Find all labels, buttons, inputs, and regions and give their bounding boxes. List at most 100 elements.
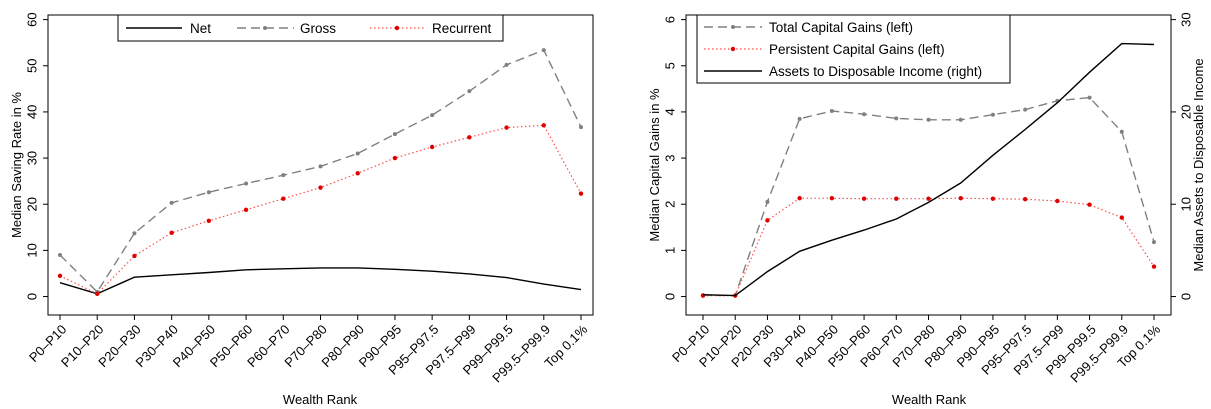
- right-series-point-0: [958, 117, 963, 122]
- right-ytick-label: 3: [663, 154, 678, 161]
- left-series-point-2: [392, 155, 398, 161]
- legend-persistent-gains-label: Persistent Capital Gains (left): [769, 42, 945, 57]
- left-series-point-1: [430, 113, 435, 118]
- right-series-point-1: [1055, 198, 1060, 204]
- left-chart-panel: 0 10 20 30 40 50 60 P0–P10P10–P20P20–P30P30–P4…: [9, 12, 594, 407]
- left-series-line-0: [59, 267, 582, 295]
- left-y-axis-label: Median Saving Rate in %: [9, 92, 24, 238]
- left-series-point-2: [95, 291, 100, 296]
- right-ytick-label: 0: [663, 293, 678, 300]
- right-series-point-0: [765, 199, 770, 204]
- right-series-point-0: [829, 109, 834, 113]
- left-series-point-2: [467, 135, 472, 140]
- left-ytick-label: 20: [25, 197, 40, 211]
- right-ytick-label: 4: [663, 108, 678, 115]
- legend-recurrent-marker: [394, 25, 400, 31]
- left-x-ticks: P0–P10P10–P20P20–P30P30–P40P40–P50P50–P6…: [26, 315, 591, 385]
- left-legend-box: [117, 14, 504, 42]
- left-ytick-label: 0: [25, 293, 40, 300]
- right-ytick-label: 6: [663, 16, 678, 23]
- right-x-axis-label: Wealth Rank: [892, 392, 967, 407]
- right-series-point-1: [829, 196, 835, 201]
- left-series-point-1: [318, 164, 323, 169]
- right-series-line-1: [703, 197, 1155, 297]
- right-y2tick-label: 0: [1179, 293, 1194, 300]
- right-series-point-1: [926, 196, 931, 201]
- left-series-point-1: [355, 151, 360, 156]
- left-x-axis-label: Wealth Rank: [283, 392, 358, 407]
- right-series-point-0: [1087, 95, 1092, 100]
- left-series-group: [57, 48, 584, 296]
- left-series-point-2: [206, 218, 212, 224]
- left-series-point-1: [281, 173, 286, 178]
- left-series-point-1: [244, 181, 249, 186]
- right-series-point-1: [958, 196, 963, 201]
- left-ytick-label: 60: [25, 12, 40, 26]
- left-series-point-1: [206, 190, 211, 195]
- right-right-y-ticks: 0 10 20 30: [1171, 12, 1194, 300]
- left-series-line-1: [59, 49, 582, 294]
- left-ytick-label: 30: [25, 151, 40, 165]
- right-series-point-0: [926, 117, 931, 122]
- right-ytick-label: 2: [663, 201, 678, 208]
- right-series-point-1: [1087, 202, 1092, 207]
- left-series-point-2: [281, 196, 286, 201]
- legend-gross-marker: [263, 26, 267, 30]
- right-series-point-1: [765, 218, 770, 223]
- right-series-point-1: [1151, 264, 1157, 269]
- left-series-point-1: [58, 253, 62, 257]
- right-series-point-1: [894, 196, 899, 201]
- right-y2tick-label: 20: [1179, 105, 1194, 119]
- left-series-point-2: [578, 191, 584, 196]
- right-series-point-0: [1023, 107, 1028, 112]
- left-series-point-1: [541, 48, 546, 53]
- right-y2tick-label: 10: [1179, 197, 1194, 211]
- right-ytick-label: 1: [663, 247, 678, 254]
- legend-gross-label: Gross: [300, 21, 336, 36]
- left-series-point-1: [579, 125, 583, 130]
- left-series-point-1: [392, 132, 397, 137]
- left-series-point-2: [243, 207, 249, 212]
- left-series-point-1: [467, 89, 472, 94]
- right-y-axis-label: Median Capital Gains in %: [647, 88, 662, 242]
- right-series-point-0: [1119, 129, 1124, 134]
- left-series-point-2: [541, 123, 546, 128]
- left-series-point-2: [318, 185, 323, 190]
- legend-recurrent-label: Recurrent: [432, 21, 492, 36]
- right-series-point-1: [1022, 196, 1028, 202]
- right-x-ticks: P0–P10P10–P20P20–P30P30–P40P40–P50P50–P6…: [669, 315, 1164, 385]
- right-y2tick-label: 30: [1179, 12, 1194, 26]
- right-y2-axis-label: Median Assets to Disposable Income: [1191, 58, 1206, 271]
- right-ytick-label: 5: [663, 62, 678, 69]
- left-series-point-2: [429, 144, 435, 150]
- right-left-y-ticks: 0 1 2 3 4 5 6: [663, 16, 686, 300]
- right-series-point-0: [894, 116, 899, 121]
- legend-total-gains-label: Total Capital Gains (left): [769, 20, 913, 35]
- right-series-point-0: [990, 112, 995, 117]
- legend-persistent-gains-marker: [730, 46, 736, 52]
- right-series-point-0: [862, 112, 867, 117]
- left-ytick-label: 50: [25, 59, 40, 73]
- legend-total-gains-marker: [731, 25, 735, 29]
- left-series-point-2: [169, 230, 174, 236]
- left-series-point-1: [169, 200, 174, 205]
- left-legend: Net Gross Recurrent: [117, 14, 504, 42]
- left-series-line-2: [59, 124, 582, 295]
- left-y-ticks: 0 10 20 30 40 50 60: [25, 12, 48, 300]
- left-ytick-label: 40: [25, 105, 40, 119]
- left-ytick-label: 10: [25, 243, 40, 257]
- right-series-point-1: [990, 196, 996, 201]
- right-series-point-0: [1152, 240, 1156, 245]
- left-series-point-1: [504, 62, 509, 67]
- right-series-line-2: [702, 42, 1155, 297]
- right-series-point-0: [797, 116, 802, 121]
- left-series-point-2: [355, 171, 360, 176]
- legend-assets-label: Assets to Disposable Income (right): [769, 64, 982, 79]
- left-series-point-2: [504, 125, 509, 130]
- right-series-group: [700, 42, 1157, 298]
- left-series-point-2: [132, 253, 137, 259]
- legend-net-label: Net: [190, 21, 211, 36]
- left-series-point-1: [132, 231, 137, 236]
- right-series-point-1: [797, 196, 802, 201]
